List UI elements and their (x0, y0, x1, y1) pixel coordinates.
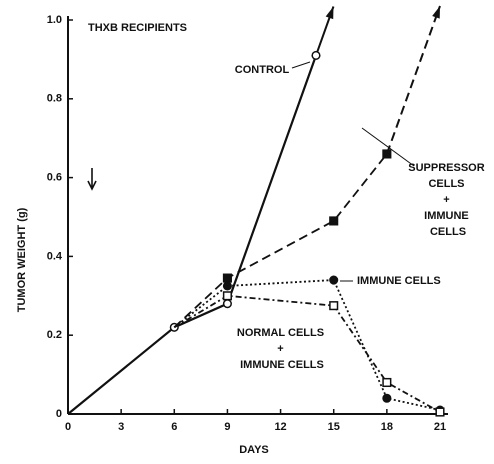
marker (222, 291, 232, 301)
x-tick-label: 0 (65, 421, 71, 433)
y-tick-label: 0 (56, 408, 62, 420)
series-label-line: + (443, 194, 452, 206)
series-label-line: IMMUNE (424, 210, 472, 222)
series-line (173, 279, 441, 411)
x-tick-label: 3 (118, 421, 124, 433)
marker (435, 407, 445, 417)
y-tick-label: 1.0 (47, 14, 62, 26)
marker (382, 393, 392, 403)
marker (311, 50, 321, 61)
x-tick-label: 6 (171, 421, 177, 433)
series-label-line: SUPPRESSOR (408, 162, 487, 174)
y-tick-label: 0.8 (47, 93, 62, 105)
marker (382, 377, 392, 388)
series-label: IMMUNE CELLS (357, 275, 441, 287)
marker (329, 216, 339, 226)
arrow-head (325, 6, 334, 20)
marker (222, 281, 232, 291)
series-label-line: + (277, 343, 286, 355)
series-label-line: CELLS (430, 226, 466, 238)
x-tick-label: 9 (224, 421, 230, 433)
y-tick-label: 0.2 (47, 329, 62, 341)
x-tick-label: 18 (381, 421, 393, 433)
x-axis-label: DAYS (239, 444, 269, 456)
leader-line (291, 61, 311, 69)
x-tick-label: 15 (328, 421, 340, 433)
y-tick-label: 0.6 (47, 172, 62, 184)
series-label: SUPPRESSOR CELLS + IMMUNE CELLS (408, 162, 487, 238)
chart-title: THXB RECIPIENTS (88, 22, 187, 34)
series-label-line: IMMUNE CELLS (240, 359, 324, 371)
series-label: CONTROL (235, 64, 290, 76)
x-tick-label: 21 (434, 421, 446, 433)
series-line (173, 153, 388, 328)
marker (329, 301, 339, 311)
arrow-shaft (385, 5, 441, 155)
arrow-head (432, 6, 440, 19)
y-axis-label: TUMOR WEIGHT (g) (16, 207, 28, 312)
y-tick-label: 0.4 (47, 250, 63, 262)
marker (222, 299, 232, 309)
series-label-line: NORMAL CELLS (237, 327, 327, 339)
x-tick-label: 12 (274, 421, 286, 433)
series-line (67, 55, 318, 415)
series-label: NORMAL CELLS + IMMUNE CELLS (237, 327, 327, 371)
leader-line (361, 127, 415, 167)
series-label-line: CELLS (428, 178, 467, 190)
series-line (173, 294, 441, 413)
marker (382, 149, 392, 159)
arrow-annotation (87, 168, 97, 191)
marker (329, 275, 339, 285)
marker (222, 273, 232, 283)
